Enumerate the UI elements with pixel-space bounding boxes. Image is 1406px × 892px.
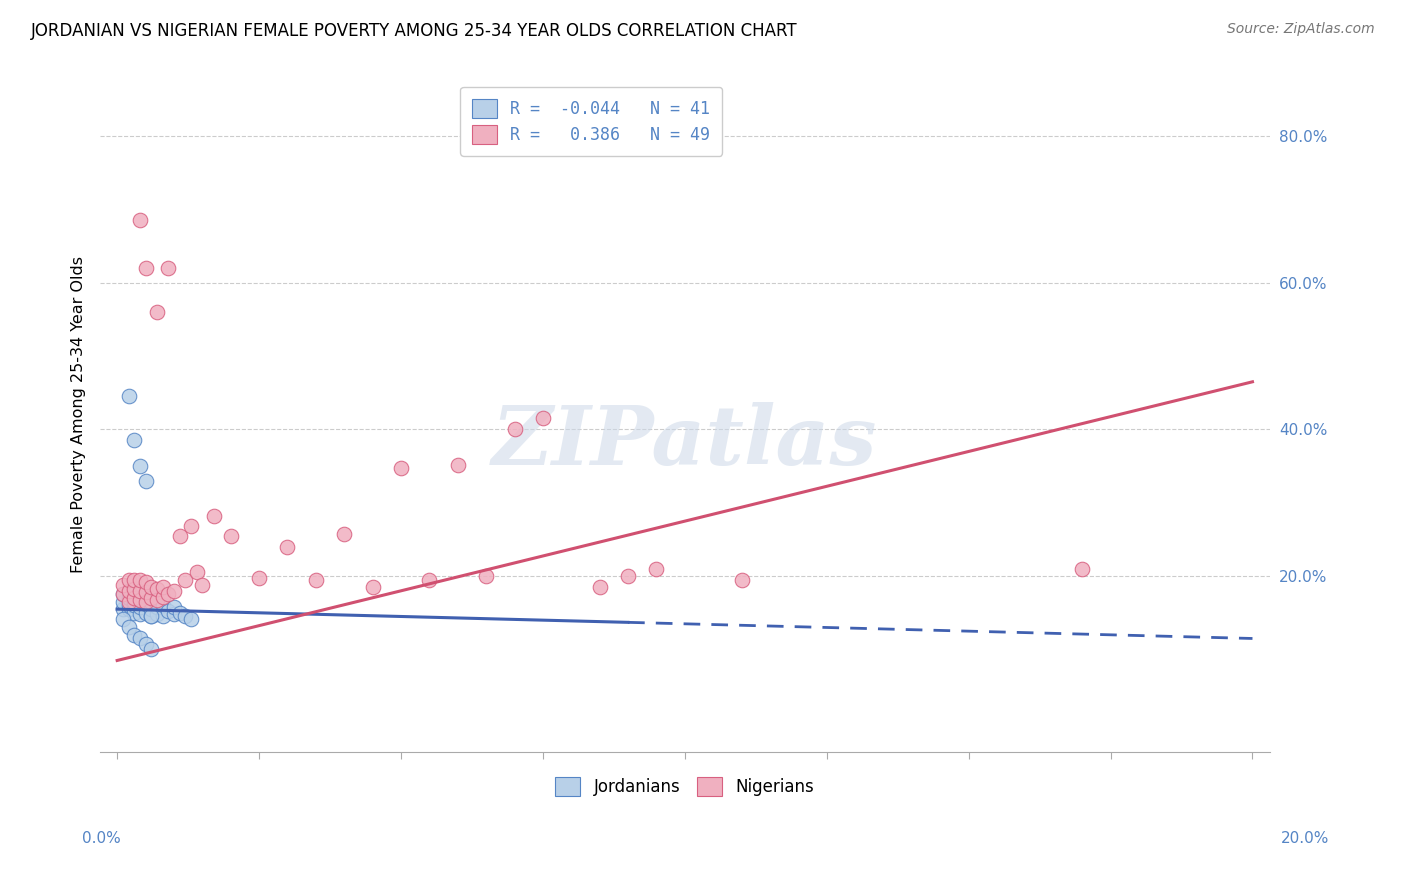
Point: [135, 637, 157, 651]
Point: [152, 590, 174, 604]
Point: [146, 607, 169, 622]
Point: [122, 590, 145, 604]
Point: [122, 606, 145, 620]
Point: [122, 591, 145, 606]
Point: [645, 562, 668, 576]
Point: [135, 261, 157, 276]
Point: [141, 642, 163, 657]
Point: [617, 569, 640, 583]
Point: [117, 591, 139, 606]
Point: [122, 434, 145, 448]
Text: JORDANIAN VS NIGERIAN FEMALE POVERTY AMONG 25-34 YEAR OLDS CORRELATION CHART: JORDANIAN VS NIGERIAN FEMALE POVERTY AMO…: [31, 22, 797, 40]
Point: [247, 571, 270, 585]
Point: [146, 305, 169, 319]
Point: [141, 591, 163, 606]
Point: [169, 606, 191, 620]
Point: [157, 604, 180, 618]
Point: [117, 573, 139, 587]
Point: [141, 609, 163, 624]
Point: [146, 599, 169, 614]
Point: [128, 592, 150, 607]
Point: [1071, 562, 1094, 576]
Point: [135, 585, 157, 599]
Point: [174, 609, 197, 624]
Point: [122, 599, 145, 613]
Point: [152, 599, 174, 613]
Point: [174, 573, 197, 587]
Point: [169, 529, 191, 543]
Point: [531, 411, 554, 425]
Y-axis label: Female Poverty Among 25-34 Year Olds: Female Poverty Among 25-34 Year Olds: [72, 256, 86, 574]
Point: [146, 592, 169, 607]
Point: [135, 474, 157, 488]
Point: [152, 580, 174, 594]
Point: [157, 587, 180, 601]
Point: [128, 592, 150, 607]
Point: [117, 583, 139, 598]
Point: [122, 582, 145, 597]
Point: [447, 458, 470, 472]
Point: [503, 422, 526, 436]
Point: [111, 602, 134, 616]
Point: [163, 599, 186, 614]
Point: [475, 569, 498, 583]
Point: [146, 582, 169, 597]
Point: [117, 583, 139, 598]
Point: [122, 628, 145, 642]
Point: [111, 587, 134, 601]
Point: [117, 620, 139, 634]
Point: [180, 612, 202, 626]
Point: [152, 609, 174, 624]
Point: [141, 602, 163, 616]
Point: [128, 583, 150, 598]
Point: [141, 580, 163, 594]
Point: [418, 573, 440, 587]
Point: [111, 587, 134, 601]
Point: [117, 602, 139, 616]
Point: [163, 607, 186, 622]
Point: [333, 526, 356, 541]
Legend: Jordanians, Nigerians: Jordanians, Nigerians: [547, 769, 823, 805]
Point: [135, 606, 157, 620]
Point: [128, 213, 150, 227]
Point: [219, 529, 242, 543]
Point: [128, 459, 150, 474]
Point: [186, 566, 208, 580]
Point: [117, 595, 139, 609]
Point: [117, 389, 139, 403]
Point: [128, 607, 150, 622]
Point: [305, 573, 328, 587]
Point: [111, 578, 134, 592]
Point: [117, 599, 139, 613]
Point: [128, 599, 150, 614]
Text: Source: ZipAtlas.com: Source: ZipAtlas.com: [1227, 22, 1375, 37]
Point: [141, 609, 163, 624]
Point: [730, 573, 752, 587]
Point: [128, 573, 150, 587]
Point: [389, 460, 412, 475]
Point: [135, 590, 157, 604]
Text: ZIPatlas: ZIPatlas: [492, 401, 877, 482]
Text: 20.0%: 20.0%: [1281, 831, 1329, 846]
Point: [191, 578, 214, 592]
Text: 0.0%: 0.0%: [82, 831, 121, 846]
Point: [157, 261, 180, 276]
Point: [135, 595, 157, 609]
Point: [361, 580, 384, 594]
Point: [276, 540, 298, 554]
Point: [122, 573, 145, 587]
Point: [111, 595, 134, 609]
Point: [163, 583, 186, 598]
Point: [589, 580, 612, 594]
Point: [122, 595, 145, 609]
Point: [135, 597, 157, 611]
Point: [180, 519, 202, 533]
Point: [128, 632, 150, 646]
Point: [135, 574, 157, 589]
Point: [141, 595, 163, 609]
Point: [202, 508, 225, 523]
Point: [111, 612, 134, 626]
